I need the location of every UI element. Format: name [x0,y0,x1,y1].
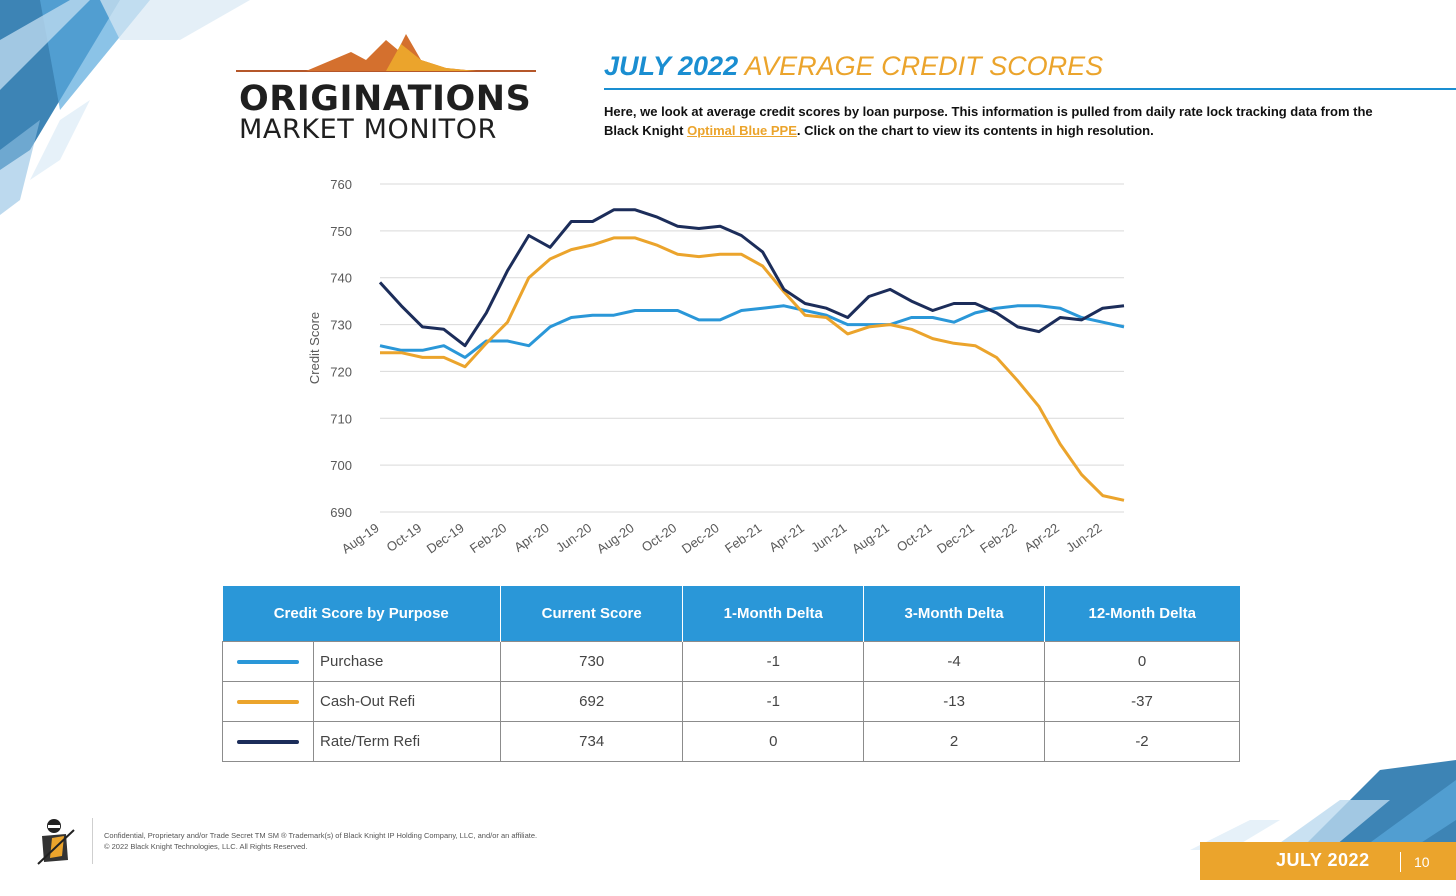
originations-logo-mountain [236,34,536,72]
delta-1-month: 0 [682,721,865,762]
title-topic: AVERAGE CREDIT SCORES [744,51,1104,81]
y-tick-label: 690 [330,505,352,520]
x-tick-label: Feb-20 [467,520,509,556]
table-row: Rate/Term Refi 734 0 2 -2 [222,721,1241,762]
table-header-row: Credit Score by Purpose Current Score 1-… [222,586,1240,642]
delta-12-month: -37 [1043,681,1241,722]
footer-date-separator [1400,852,1401,872]
title-underline [604,88,1456,90]
series-line-rateterm [378,208,1125,348]
y-tick-label: 710 [330,411,352,426]
series-line-purchase [379,304,1125,359]
credit-score-table: Credit Score by Purpose Current Score 1-… [222,586,1241,762]
x-tick-label: Aug-19 [339,520,382,556]
y-tick-label: 720 [330,364,352,379]
description-before-link: Here, we look at average credit scores b… [604,104,1373,138]
cashout-line-sample [237,700,299,705]
series-line-cashout [380,236,1125,502]
footer-date-bar [1200,842,1456,880]
x-tick-label: Aug-20 [594,520,637,556]
purchase-swatch [222,641,314,682]
y-tick-label: 740 [330,271,352,286]
table-row: Cash-Out Refi 692 -1 -13 -37 [222,681,1241,722]
page-number: 10 [1414,854,1430,870]
x-tick-label: Apr-20 [511,520,552,555]
corner-decoration-top-left [0,0,250,215]
title-date: JULY 2022 [604,51,739,81]
delta-12-month: -2 [1043,721,1241,762]
y-tick-label: 700 [330,458,352,473]
x-tick-label: Dec-20 [679,520,722,556]
x-tick-label: Jun-20 [553,520,594,555]
row-label: Purchase [313,641,501,682]
x-tick-label: Oct-20 [639,520,680,555]
logo-text-market-monitor: MARKET MONITOR [239,114,497,145]
description-after-link: . Click on the chart to view its content… [796,123,1154,138]
delta-3-month: 2 [863,721,1045,762]
delta-1-month: -1 [682,681,865,722]
rateterm-swatch [222,721,314,762]
footer-legal-text: Confidential, Proprietary and/or Trade S… [104,830,537,852]
x-tick-label: Jun-22 [1063,520,1104,555]
header-purpose: Credit Score by Purpose [222,586,501,642]
page-title: JULY 2022 AVERAGE CREDIT SCORES [604,53,1103,80]
delta-3-month: -13 [863,681,1045,722]
y-tick-label: 750 [330,224,352,239]
row-label: Rate/Term Refi [313,721,501,762]
description-text: Here, we look at average credit scores b… [604,102,1404,140]
footer-confidential: Confidential, Proprietary and/or Trade S… [104,831,538,840]
cashout-swatch [222,681,314,722]
x-tick-label: Jun-21 [808,520,849,555]
black-knight-logo-icon [37,819,75,865]
current-score: 730 [499,641,684,682]
y-axis-label: Credit Score [307,312,322,384]
x-tick-label: Apr-22 [1021,520,1062,555]
delta-1-month: -1 [682,641,865,682]
x-tick-label: Apr-21 [766,520,807,555]
delta-12-month: 0 [1043,641,1241,682]
credit-score-line-chart[interactable]: 690 700 710 720 730 740 750 760 Credit Score Aug-… [290,170,1140,570]
header-3-month-delta: 3-Month Delta [863,586,1045,642]
x-tick-label: Aug-21 [849,520,892,556]
table-row: Purchase 730 -1 -4 0 [222,641,1241,682]
x-tick-label: Oct-19 [384,520,425,555]
x-tick-label: Feb-21 [722,520,764,556]
footer-date: JULY 2022 [1276,850,1370,870]
header-current-score: Current Score [500,586,684,642]
logo-text-originations: ORIGINATIONS [239,79,532,119]
x-tick-label: Oct-21 [894,520,935,555]
footer-copyright: © 2022 Black Knight Technologies, LLC. A… [104,842,308,851]
current-score: 692 [499,681,684,722]
header-12-month-delta: 12-Month Delta [1044,586,1240,642]
purchase-line-sample [237,660,299,665]
y-tick-label: 760 [330,177,352,192]
footer-divider [92,818,93,864]
x-tick-label: Feb-22 [977,520,1019,556]
x-tick-label: Dec-21 [934,520,977,556]
corner-decoration-bottom-right [1190,760,1456,850]
x-tick-label: Dec-19 [424,520,467,556]
y-tick-label: 730 [330,318,352,333]
header-1-month-delta: 1-Month Delta [682,586,865,642]
rateterm-line-sample [237,740,299,745]
optimal-blue-ppe-link[interactable]: Optimal Blue PPE [687,123,797,138]
delta-3-month: -4 [863,641,1045,682]
current-score: 734 [499,721,684,762]
row-label: Cash-Out Refi [313,681,501,722]
